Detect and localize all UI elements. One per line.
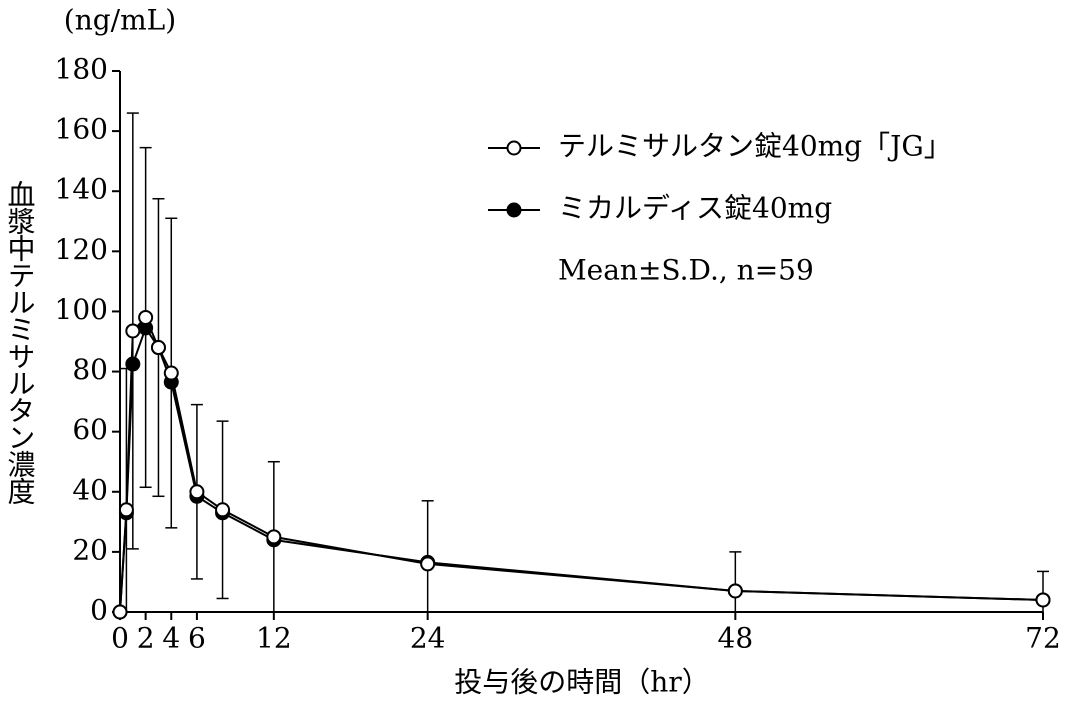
y-tick-label: 160 [55,113,108,146]
y-tick-label: 100 [55,293,108,326]
data-point [163,365,179,381]
data-point [1035,592,1051,608]
x-tick-label: 2 [137,622,155,655]
x-tick-label: 6 [188,622,206,655]
y-tick-label: 180 [55,53,108,86]
data-point [118,502,134,518]
x-tick-label: 72 [1025,622,1061,655]
legend-marker [506,140,522,156]
data-point [112,604,128,620]
y-tick-label: 80 [72,353,108,386]
data-point [189,484,205,500]
y-tick-label: 0 [90,594,108,627]
y-tick-label: 140 [55,173,108,206]
data-point [727,583,743,599]
y-tick-label: 120 [55,233,108,266]
x-tick-label: 12 [256,622,292,655]
annotation: Mean±S.D., n=59 [558,254,814,287]
legend-label: ミカルディス錠40mg [558,192,832,225]
x-tick-label: 0 [111,622,129,655]
series-line [119,325,1044,613]
error-bar [729,551,742,612]
x-tick-label: 48 [718,622,754,655]
y-tick-label: 40 [72,473,108,506]
x-tick-label: 24 [410,622,446,655]
y-tick-label: 20 [72,533,108,566]
data-point [215,502,231,518]
legend-marker [506,202,522,218]
y-axis-label: 血漿中テルミサルタン濃度 [4,180,37,505]
y-tick-label: 60 [72,413,108,446]
data-point [138,309,154,325]
legend-label: テルミサルタン錠40mg「JG」 [558,130,952,163]
data-point [125,356,141,372]
data-point [125,323,141,339]
x-axis-label: 投与後の時間（hr） [454,666,709,699]
data-point [266,529,282,545]
data-point [150,340,166,356]
series-line [119,315,1044,613]
x-tick-label: 4 [162,622,180,655]
y-unit: (ng/mL) [64,4,176,37]
data-point [420,556,436,572]
